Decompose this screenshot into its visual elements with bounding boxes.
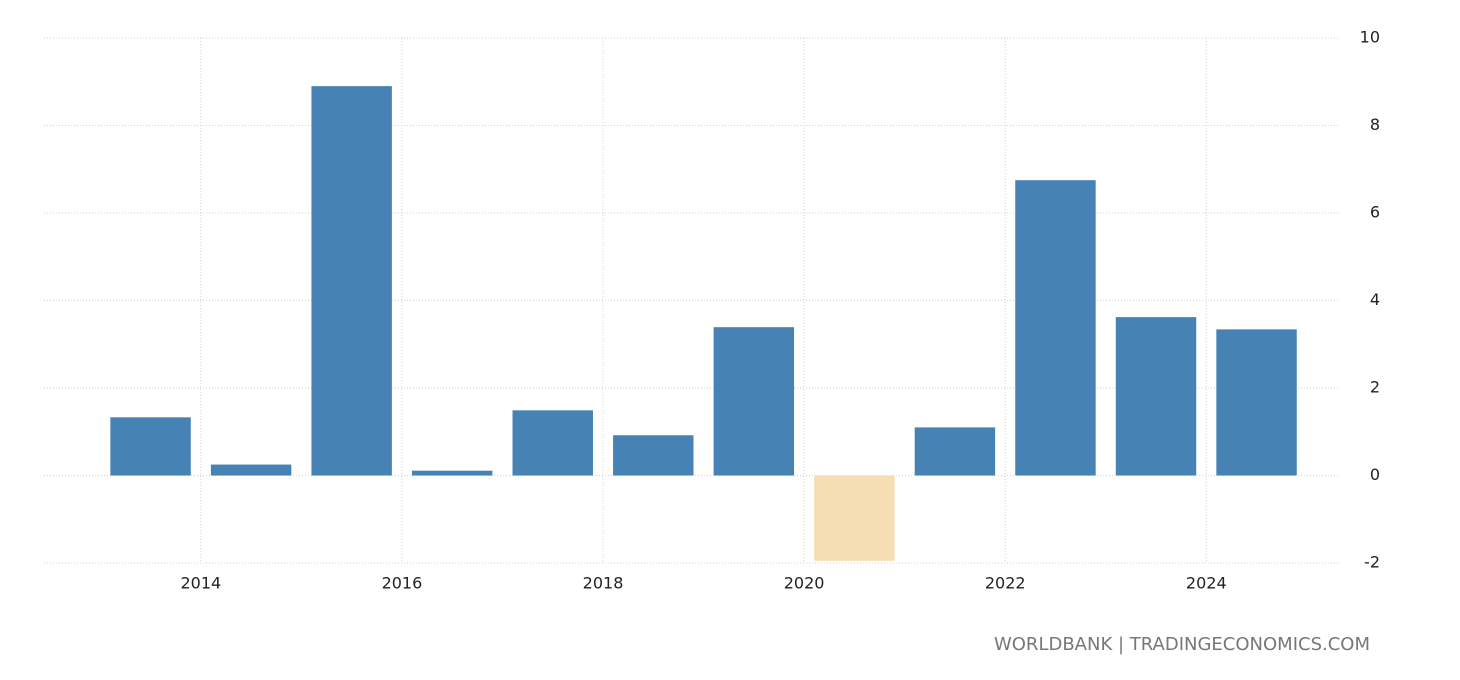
bar: [210, 464, 292, 476]
x-tick-label: 2022: [985, 574, 1026, 593]
bar: [914, 427, 996, 476]
y-tick-label: -2: [1364, 553, 1380, 572]
x-tick-label: 2018: [583, 574, 624, 593]
y-tick-label: 0: [1370, 465, 1380, 484]
bar: [110, 417, 191, 476]
bar: [411, 470, 493, 476]
y-tick-label: 8: [1370, 115, 1380, 134]
y-tick-label: 10: [1360, 28, 1380, 47]
bar: [512, 410, 593, 476]
x-tick-label: 2020: [784, 574, 825, 593]
bar: [814, 475, 895, 561]
bar: [613, 435, 694, 476]
y-tick-label: 2: [1370, 378, 1380, 397]
x-tick-label: 2014: [180, 574, 221, 593]
source: WORLDBANK | TRADINGECONOMICS.COM: [994, 634, 1370, 655]
y-tick-label: 6: [1370, 203, 1380, 222]
bar: [1216, 329, 1297, 476]
x-tick-label: 2024: [1186, 574, 1227, 593]
bar: [1115, 317, 1197, 476]
bar: [311, 86, 392, 476]
bar: [713, 327, 795, 476]
bar: [1015, 180, 1096, 476]
x-tick-label: 2016: [382, 574, 423, 593]
y-tick-label: 4: [1370, 290, 1380, 309]
